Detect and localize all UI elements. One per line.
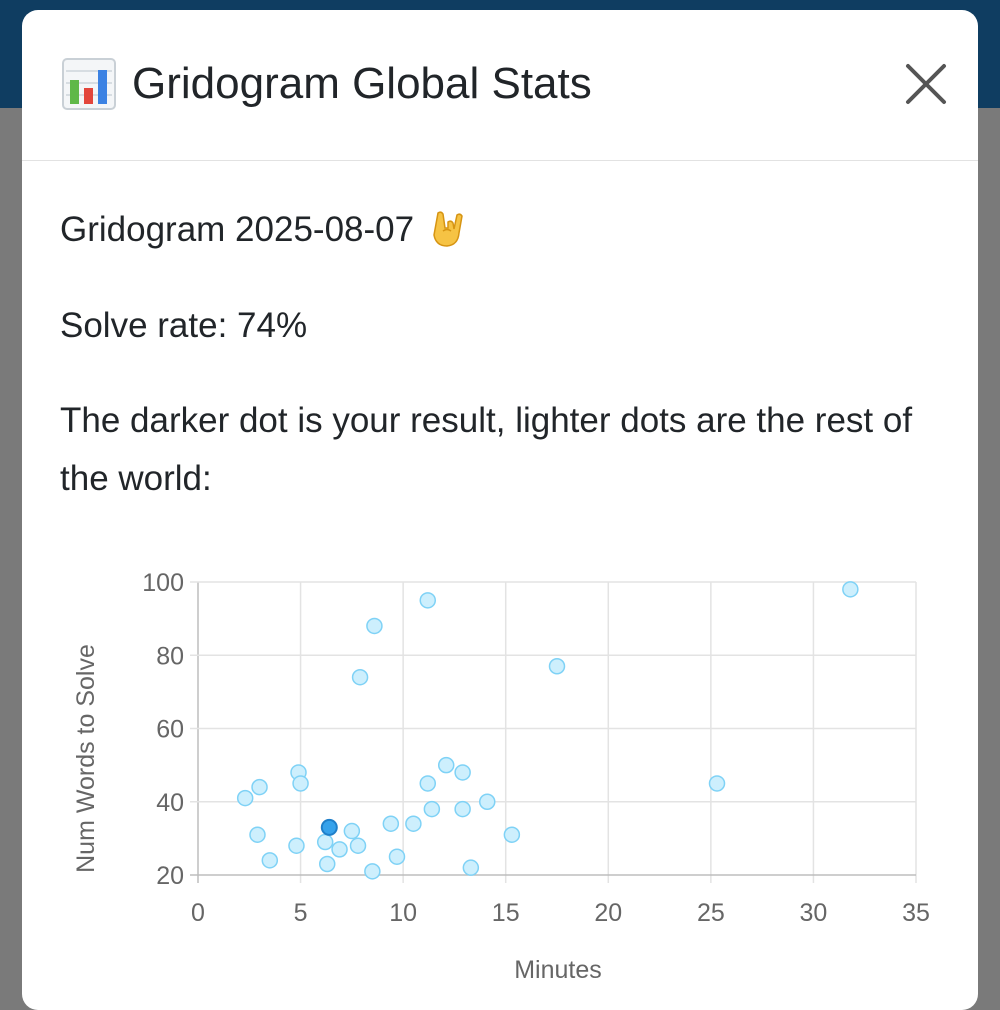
close-icon[interactable]: [904, 62, 948, 106]
solve-rate: Solve rate: 74%: [60, 306, 308, 345]
rock-on-hand-icon: [433, 211, 463, 247]
world-data-point: [236, 789, 254, 807]
x-tick-label: 20: [594, 899, 622, 927]
world-data-point: [316, 833, 334, 851]
world-data-point: [454, 764, 471, 781]
world-data-point: [366, 617, 383, 635]
world-data-point: [382, 815, 400, 832]
world-data-point: [364, 863, 381, 880]
y-tick-label: 60: [156, 716, 184, 744]
world-data-point: [318, 855, 336, 873]
y-tick-label: 100: [142, 569, 184, 597]
world-data-point: [437, 756, 455, 774]
scatter-chart: 0 5 10 15 20 25 30 35 20 40 60 80 100 Minutes Num Word…: [72, 569, 930, 984]
world-data-point: [288, 837, 305, 854]
world-data-point: [503, 826, 521, 843]
world-data-point: [548, 657, 566, 675]
world-data-point: [419, 775, 437, 792]
modal-header: Gridogram Global Stats: [22, 10, 978, 161]
x-tick-label: 35: [902, 899, 930, 927]
world-data-point: [331, 841, 348, 858]
world-data-point: [249, 826, 266, 843]
world-data-point: [479, 793, 496, 810]
puzzle-line: Gridogram 2025-08-07: [60, 201, 464, 259]
world-data-point: [462, 859, 480, 876]
world-data-point: [251, 778, 268, 796]
x-tick-label: 25: [697, 899, 725, 927]
world-data-point: [454, 800, 471, 818]
world-data-point: [419, 592, 437, 609]
x-axis-label: Minutes: [514, 956, 602, 984]
x-tick-label: 0: [191, 899, 205, 927]
y-axis-label: Num Words to Solve: [72, 644, 100, 873]
y-tick-label: 20: [156, 862, 184, 890]
world-data-point: [343, 822, 361, 840]
world-data-point: [842, 581, 859, 598]
modal-title: Gridogram Global Stats: [132, 59, 592, 108]
bar-chart-icon: [62, 58, 116, 110]
x-tick-label: 10: [389, 899, 417, 927]
world-data-point: [351, 668, 369, 686]
chart-explanation: The darker dot is your result, lighter d…: [60, 401, 913, 498]
y-tick-label: 40: [156, 789, 184, 817]
world-data-point: [292, 775, 309, 792]
stats-modal: Gridogram Global Stats Gridogram 2025-08…: [22, 10, 978, 1010]
y-tick-label: 80: [156, 642, 184, 670]
x-tick-label: 5: [294, 899, 308, 927]
world-data-point: [261, 852, 279, 869]
puzzle-date: Gridogram 2025-08-07: [60, 210, 415, 249]
world-data-point: [388, 848, 406, 865]
world-data-point: [708, 775, 726, 792]
your-result-point: [320, 818, 338, 836]
world-data-point: [405, 815, 422, 832]
world-data-point: [349, 837, 367, 854]
x-tick-label: 15: [492, 899, 520, 927]
x-tick-label: 30: [800, 899, 828, 927]
world-data-point: [423, 800, 441, 818]
